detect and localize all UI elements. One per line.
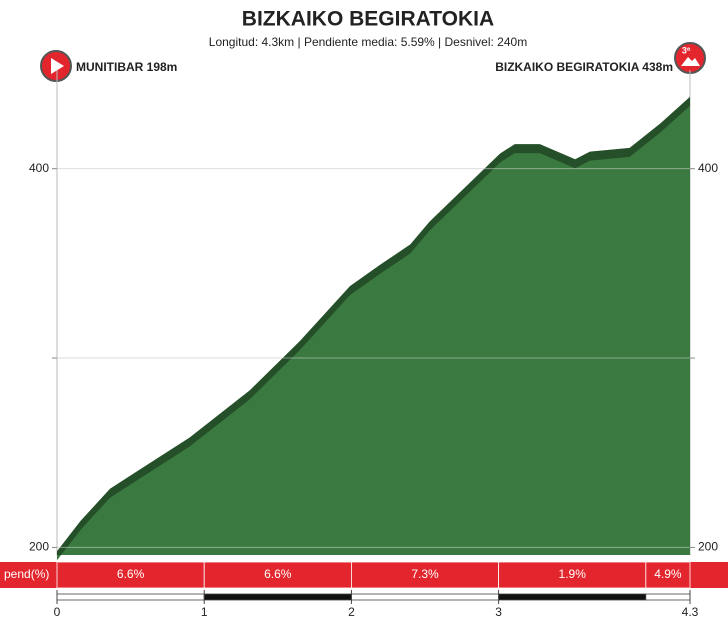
gradient-label: pend(%) <box>4 567 49 581</box>
y-tick-label-right: 200 <box>698 540 718 554</box>
y-tick-label: 200 <box>29 540 49 554</box>
scale-segment <box>498 593 647 601</box>
y-tick-label-right: 400 <box>698 161 718 175</box>
gradient-segment <box>351 561 500 589</box>
scale-segment <box>203 593 352 601</box>
gradient-value: 6.6% <box>117 567 145 581</box>
gradient-value: 6.6% <box>264 567 292 581</box>
chart-title: BIZKAIKO BEGIRATOKIA <box>242 8 494 31</box>
gradient-segment <box>645 561 691 589</box>
gradient-segment <box>498 561 647 589</box>
x-tick-label: 0 <box>54 605 61 619</box>
area <box>57 105 690 561</box>
start-icon <box>40 50 72 82</box>
x-tick-label: 2 <box>348 605 355 619</box>
gradient-value: 7.3% <box>411 567 439 581</box>
x-tick-label: 4.3 <box>682 605 699 619</box>
gradient-segment <box>203 561 352 589</box>
finish-icon <box>674 42 706 74</box>
y-tick-label: 400 <box>29 161 49 175</box>
x-tick-label: 1 <box>201 605 208 619</box>
gradient-value: 1.9% <box>559 567 587 581</box>
gradient-value: 4.9% <box>654 567 682 581</box>
scale-segment <box>645 593 691 601</box>
category-badge: 3ª <box>682 45 691 55</box>
gradient-segment <box>56 561 205 589</box>
scale-segment <box>56 593 205 601</box>
chart-subtitle: Longitud: 4.3km | Pendiente media: 5.59%… <box>209 35 527 49</box>
x-tick-label: 3 <box>495 605 502 619</box>
scale-segment <box>351 593 500 601</box>
end-label: BIZKAIKO BEGIRATOKIA 438m <box>495 60 673 74</box>
start-label: MUNITIBAR 198m <box>76 60 177 74</box>
